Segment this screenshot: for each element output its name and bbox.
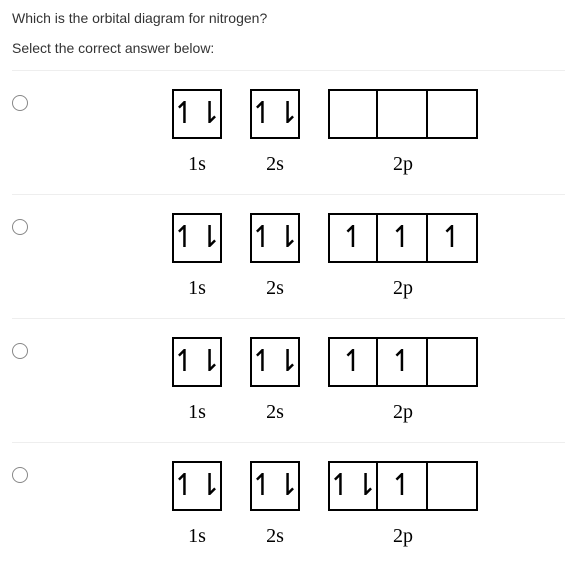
subshell-label: 2p: [393, 401, 413, 424]
orbital-boxes: ↿⇂: [250, 461, 300, 511]
orbital-group: ↿↿ 2p: [328, 337, 478, 424]
orbital-group: ↿⇂ 1s: [172, 89, 222, 176]
option-row[interactable]: ↿⇂1s↿⇂2s↿↿↿2p: [12, 194, 565, 318]
orbital-cell: ↿⇂: [250, 337, 300, 387]
orbital-diagram: ↿⇂ 1s ↿⇂ 2s 2p: [52, 89, 565, 176]
orbital-boxes: ↿⇂: [250, 213, 300, 263]
options-list: ↿⇂1s↿⇂2s2p↿⇂1s↿⇂2s↿↿↿2p↿⇂1s↿⇂2s↿↿2p↿⇂1s↿…: [12, 70, 565, 566]
subshell-label: 1s: [188, 525, 206, 548]
orbital-cell: ↿⇂: [172, 89, 222, 139]
orbital-boxes: ↿⇂: [250, 89, 300, 139]
answer-prompt: Select the correct answer below:: [12, 40, 565, 56]
subshell-label: 2s: [266, 277, 284, 300]
subshell-label: 2p: [393, 525, 413, 548]
orbital-cell: [378, 89, 428, 139]
subshell-label: 2p: [393, 153, 413, 176]
orbital-group: ↿⇂↿ 2p: [328, 461, 478, 548]
orbital-group: ↿⇂ 2s: [250, 461, 300, 548]
orbital-group: ↿⇂ 2s: [250, 213, 300, 300]
orbital-diagram: ↿⇂ 1s ↿⇂ 2s ↿↿ 2p: [52, 337, 565, 424]
radio-button[interactable]: [12, 95, 28, 111]
orbital-cell: ↿: [378, 461, 428, 511]
orbital-boxes: [328, 89, 478, 139]
orbital-cell: ↿⇂: [250, 89, 300, 139]
subshell-label: 1s: [188, 401, 206, 424]
orbital-diagram: ↿⇂1s↿⇂2s↿⇂↿2p: [52, 461, 565, 548]
orbital-cell: ↿: [328, 337, 378, 387]
orbital-cell: [428, 461, 478, 511]
orbital-cell: ↿⇂: [172, 213, 222, 263]
orbital-group: ↿↿↿2p: [328, 213, 478, 300]
orbital-cell: [328, 89, 378, 139]
orbital-boxes: ↿⇂: [172, 461, 222, 511]
orbital-boxes: ↿↿↿: [328, 213, 478, 263]
radio-button[interactable]: [12, 219, 28, 235]
subshell-label: 1s: [188, 277, 206, 300]
radio-button[interactable]: [12, 343, 28, 359]
orbital-cell: ↿⇂: [250, 213, 300, 263]
subshell-label: 1s: [188, 153, 206, 176]
orbital-group: ↿⇂ 2s: [250, 337, 300, 424]
orbital-cell: [428, 89, 478, 139]
orbital-boxes: ↿⇂↿: [328, 461, 478, 511]
subshell-label: 2s: [266, 525, 284, 548]
option-row[interactable]: ↿⇂ 1s ↿⇂ 2s ↿↿ 2p: [12, 318, 565, 442]
orbital-cell: ↿⇂: [172, 337, 222, 387]
orbital-boxes: ↿⇂: [172, 213, 222, 263]
orbital-boxes: ↿⇂: [172, 89, 222, 139]
orbital-cell: ↿: [378, 337, 428, 387]
orbital-group: ↿⇂ 1s: [172, 213, 222, 300]
orbital-cell: ↿: [428, 213, 478, 263]
orbital-cell: ↿: [378, 213, 428, 263]
option-row[interactable]: ↿⇂ 1s ↿⇂ 2s 2p: [12, 70, 565, 194]
orbital-group: ↿⇂ 2s: [250, 89, 300, 176]
orbital-boxes: ↿⇂: [250, 337, 300, 387]
orbital-cell: ↿⇂: [250, 461, 300, 511]
radio-button[interactable]: [12, 467, 28, 483]
subshell-label: 2s: [266, 401, 284, 424]
orbital-diagram: ↿⇂1s↿⇂2s↿↿↿2p: [52, 213, 565, 300]
orbital-cell: [428, 337, 478, 387]
subshell-label: 2p: [393, 277, 413, 300]
option-row[interactable]: ↿⇂1s↿⇂2s↿⇂↿2p: [12, 442, 565, 566]
orbital-boxes: ↿⇂: [172, 337, 222, 387]
orbital-cell: ↿: [328, 213, 378, 263]
orbital-group: ↿⇂ 1s: [172, 337, 222, 424]
orbital-cell: ↿⇂: [172, 461, 222, 511]
subshell-label: 2s: [266, 153, 284, 176]
question-container: Which is the orbital diagram for nitroge…: [0, 0, 577, 586]
orbital-group: 2p: [328, 89, 478, 176]
orbital-boxes: ↿↿: [328, 337, 478, 387]
orbital-group: ↿⇂ 1s: [172, 461, 222, 548]
orbital-cell: ↿⇂: [328, 461, 378, 511]
question-text: Which is the orbital diagram for nitroge…: [12, 10, 565, 26]
